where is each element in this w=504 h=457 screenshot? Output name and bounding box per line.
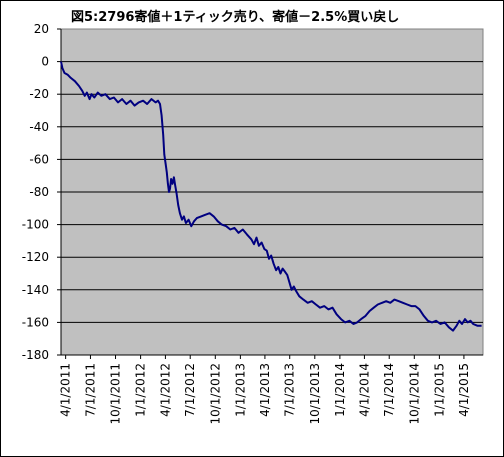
y-tick-label: 20 [34, 22, 49, 36]
x-tick-label: 1/1/2013 [233, 363, 247, 417]
y-tick-label: -160 [22, 315, 49, 329]
y-tick-label: -120 [22, 250, 49, 264]
series-line-0 [60, 61, 482, 332]
y-tick-label: -100 [22, 218, 49, 232]
x-tick-label: 10/1/2011 [109, 363, 123, 425]
series-layer [60, 61, 482, 332]
y-tick-label: -80 [29, 185, 49, 199]
x-tick-label: 1/1/2012 [134, 363, 148, 417]
x-tick-label: 10/1/2013 [308, 363, 322, 425]
gridlines [61, 61, 483, 323]
x-tick-label: 7/1/2012 [183, 363, 197, 417]
y-tick-label: -140 [22, 283, 49, 297]
x-tick-label: 7/1/2014 [382, 363, 396, 417]
y-tick-label: -40 [29, 120, 49, 134]
x-tick-label: 7/1/2013 [283, 363, 297, 417]
y-tick-label: -180 [22, 348, 49, 362]
x-tick-label: 7/1/2011 [83, 363, 97, 417]
x-tick-label: 10/1/2014 [407, 363, 421, 425]
chart-title: 図5:2796寄値＋1ティック売り、寄値－2.5%買い戻し [71, 9, 399, 25]
y-tick-label: -60 [29, 152, 49, 166]
y-tick-label: -20 [29, 87, 49, 101]
x-tick-label: 1/1/2015 [432, 363, 446, 417]
x-tick-label: 4/1/2014 [357, 363, 371, 417]
x-tick-label: 1/1/2014 [333, 363, 347, 417]
x-tick-label: 10/1/2012 [208, 363, 222, 425]
x-tick-label: 4/1/2013 [258, 363, 272, 417]
x-tick-label: 4/1/2011 [59, 363, 73, 417]
x-tick-label: 4/1/2012 [158, 363, 172, 417]
x-axis-ticks: 4/1/2011 7/1/2011 10/1/2011 1/1/2012 4/1/201… [59, 355, 471, 425]
y-axis-ticks: 20 0 -20 -40 -60 -80 -100 -120 -140 -160 -180 [22, 22, 483, 362]
y-tick-label: 0 [41, 55, 49, 69]
x-tick-label: 4/1/2015 [457, 363, 471, 417]
